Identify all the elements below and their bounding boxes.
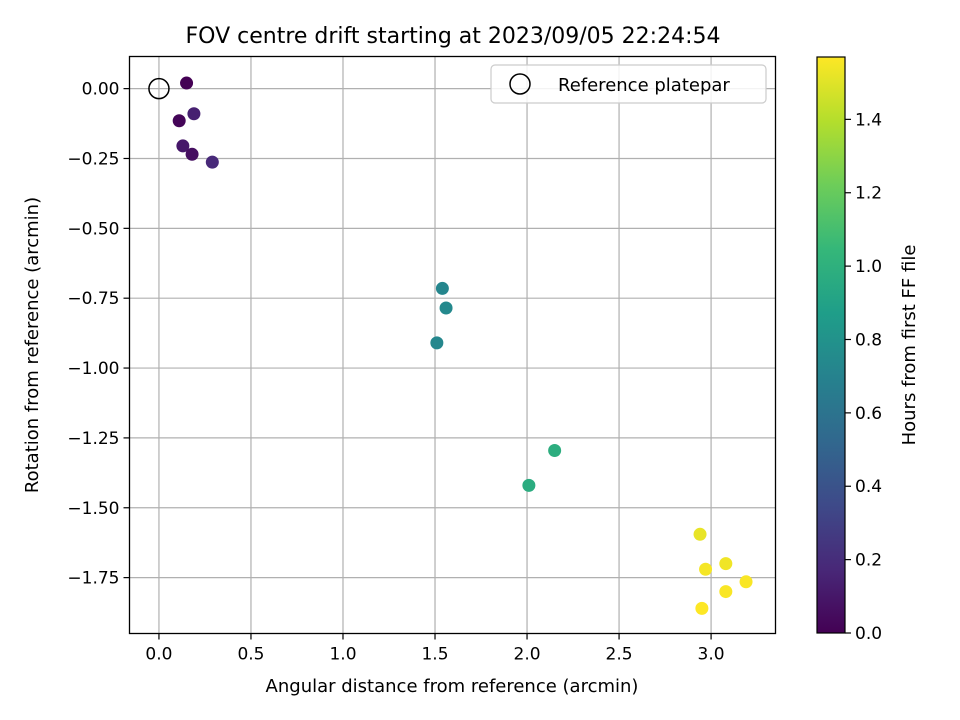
- data-point: [430, 336, 444, 350]
- y-tick-label: −0.50: [67, 219, 119, 239]
- colorbar-tick-label: 0.8: [855, 330, 882, 350]
- legend: Reference platepar: [490, 64, 767, 104]
- x-axis-ticks: 0.0 0.5 1.0 1.5 2.0 2.5 3.0: [145, 633, 725, 665]
- data-point: [522, 478, 536, 492]
- y-tick-label: −0.25: [67, 149, 119, 169]
- y-axis-label: Rotation from reference (arcmin): [22, 197, 43, 493]
- colorbar-tick-label: 0.2: [855, 551, 882, 571]
- colorbar: [816, 56, 846, 634]
- y-tick-label: −1.25: [67, 429, 119, 449]
- data-point: [187, 107, 201, 121]
- y-tick-label: −1.75: [67, 569, 119, 589]
- data-point: [205, 155, 219, 169]
- colorbar-ticks: 0.0 0.2 0.4 0.6 0.8 1.0 1.2 1.4: [845, 110, 882, 644]
- x-tick-label: 2.0: [514, 645, 541, 665]
- data-point: [699, 562, 713, 576]
- x-tick-label: 2.5: [606, 645, 633, 665]
- data-point: [185, 147, 199, 161]
- y-tick-label: −0.75: [67, 289, 119, 309]
- legend-box: [490, 64, 767, 104]
- data-point: [176, 139, 190, 153]
- reference-platepar-marker: [148, 77, 170, 100]
- data-point: [172, 114, 186, 128]
- colorbar-tick-label: 0.6: [855, 404, 882, 424]
- plot-frame: [128, 55, 777, 635]
- legend-marker-reference: [509, 73, 531, 95]
- data-point: [439, 301, 453, 315]
- colorbar-label: Hours from first FF file: [899, 245, 920, 446]
- x-tick-label: 0.5: [237, 645, 264, 665]
- data-point: [695, 601, 709, 615]
- chart-title: FOV centre drift starting at 2023/09/05 …: [186, 24, 721, 49]
- x-axis-label: Angular distance from reference (arcmin): [266, 676, 639, 697]
- colorbar-tick-label: 1.2: [855, 184, 882, 204]
- y-axis-ticks: 0.00 −0.25 −0.50 −0.75 −1.00 −1.25 −1.50 −1.75: [67, 80, 130, 589]
- y-tick-label: 0.00: [82, 80, 120, 100]
- x-tick-label: 1.0: [329, 645, 356, 665]
- colorbar-tick-label: 0.0: [855, 624, 882, 644]
- colorbar-tick-label: 1.0: [855, 257, 882, 277]
- y-tick-label: −1.50: [67, 499, 119, 519]
- y-tick-label: −1.00: [67, 359, 119, 379]
- colorbar-tick-label: 0.4: [855, 477, 882, 497]
- data-point: [739, 575, 753, 589]
- legend-entry-reference: Reference platepar: [558, 75, 730, 96]
- data-point: [693, 527, 707, 541]
- data-point: [435, 281, 449, 295]
- data-point: [719, 557, 733, 571]
- data-points: [148, 76, 753, 615]
- x-tick-label: 1.5: [421, 645, 448, 665]
- x-tick-label: 0.0: [145, 645, 172, 665]
- data-point: [719, 585, 733, 599]
- grid-lines: [129, 56, 776, 634]
- colorbar-tick-label: 1.4: [855, 110, 882, 130]
- data-point: [548, 443, 562, 457]
- data-point: [180, 76, 194, 90]
- x-tick-label: 3.0: [698, 645, 725, 665]
